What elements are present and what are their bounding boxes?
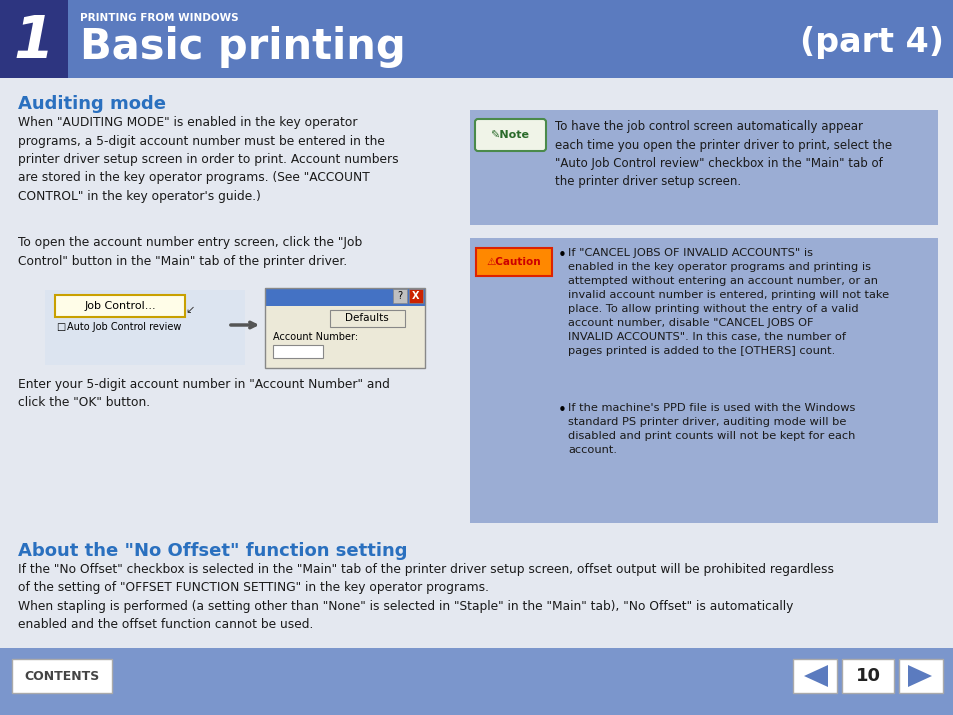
- FancyBboxPatch shape: [475, 119, 545, 151]
- Bar: [0, 648, 953, 715]
- Text: ↙: ↙: [185, 305, 194, 315]
- Text: To open the account number entry screen, click the "Job
Control" button in the ": To open the account number entry screen,…: [18, 236, 362, 267]
- FancyBboxPatch shape: [792, 659, 836, 693]
- Text: If the machine's PPD file is used with the Windows
standard PS printer driver, a: If the machine's PPD file is used with t…: [567, 403, 855, 455]
- Text: ✎Note: ✎Note: [490, 130, 529, 140]
- Bar: [45, 290, 245, 365]
- Text: CONTENTS: CONTENTS: [25, 669, 99, 683]
- Bar: [265, 288, 424, 306]
- Bar: [470, 110, 937, 225]
- Text: About the "No Offset" function setting: About the "No Offset" function setting: [18, 542, 407, 560]
- Text: Auto Job Control review: Auto Job Control review: [67, 322, 181, 332]
- Polygon shape: [803, 665, 827, 687]
- Text: •: •: [558, 248, 566, 263]
- Text: Enter your 5-digit account number in "Account Number" and
click the "OK" button.: Enter your 5-digit account number in "Ac…: [18, 378, 390, 410]
- Text: X: X: [412, 291, 419, 301]
- FancyBboxPatch shape: [476, 248, 552, 276]
- FancyBboxPatch shape: [330, 310, 405, 327]
- Text: To have the job control screen automatically appear
each time you open the print: To have the job control screen automatic…: [555, 120, 891, 189]
- Text: Auditing mode: Auditing mode: [18, 95, 166, 113]
- Text: Defaults: Defaults: [345, 313, 389, 323]
- Bar: [393, 289, 407, 303]
- Bar: [0, 0, 953, 78]
- Text: 10: 10: [855, 667, 880, 685]
- FancyBboxPatch shape: [55, 295, 185, 317]
- Text: •: •: [558, 403, 566, 418]
- Bar: [273, 345, 323, 358]
- Text: If the "No Offset" checkbox is selected in the "Main" tab of the printer driver : If the "No Offset" checkbox is selected …: [18, 563, 833, 631]
- FancyBboxPatch shape: [898, 659, 942, 693]
- Bar: [0, 0, 68, 78]
- Bar: [470, 238, 937, 523]
- Text: When "AUDITING MODE" is enabled in the key operator
programs, a 5-digit account : When "AUDITING MODE" is enabled in the k…: [18, 116, 398, 203]
- Text: If "CANCEL JOBS OF INVALID ACCOUNTS" is
enabled in the key operator programs and: If "CANCEL JOBS OF INVALID ACCOUNTS" is …: [567, 248, 888, 356]
- Bar: [265, 288, 424, 368]
- Bar: [0, 78, 953, 648]
- Polygon shape: [907, 665, 931, 687]
- Text: Job Control...: Job Control...: [84, 301, 155, 311]
- Bar: [409, 289, 422, 303]
- FancyBboxPatch shape: [12, 659, 112, 693]
- Text: (part 4): (part 4): [800, 26, 943, 59]
- Text: Basic printing: Basic printing: [80, 26, 405, 68]
- Text: ?: ?: [397, 291, 402, 301]
- Text: Account Number:: Account Number:: [273, 332, 357, 342]
- Bar: [265, 288, 424, 368]
- FancyBboxPatch shape: [841, 659, 893, 693]
- Text: □: □: [56, 322, 65, 332]
- Text: PRINTING FROM WINDOWS: PRINTING FROM WINDOWS: [80, 13, 238, 23]
- Text: ⚠Caution: ⚠Caution: [486, 257, 540, 267]
- Text: 1: 1: [13, 14, 54, 71]
